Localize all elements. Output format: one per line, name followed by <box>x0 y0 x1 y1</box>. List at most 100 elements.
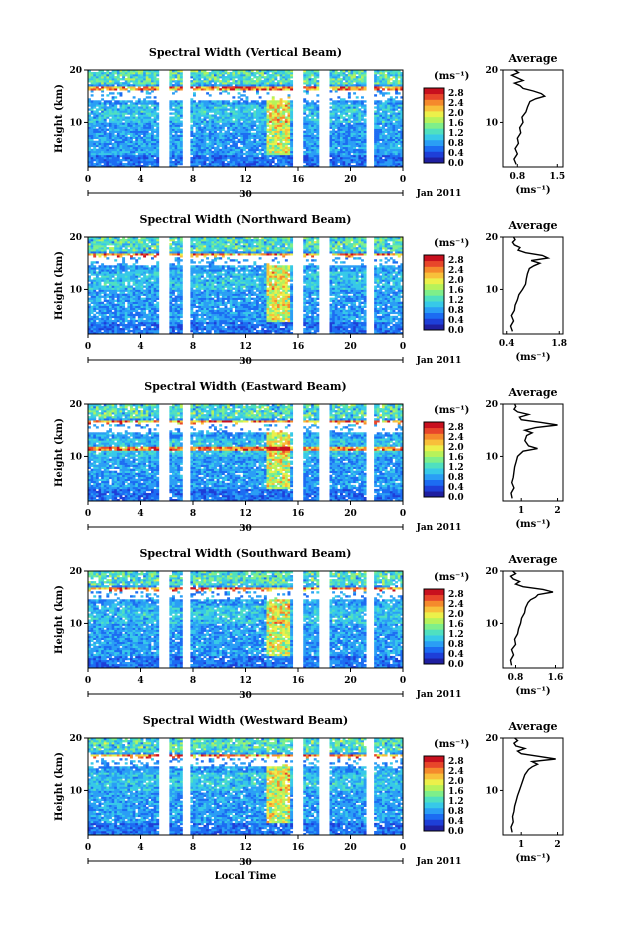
heatmap-cell <box>314 163 317 165</box>
heatmap-cell <box>387 127 390 129</box>
heatmap-cell <box>335 104 338 106</box>
heatmap-cell <box>106 312 109 314</box>
heatmap-cell <box>104 249 107 251</box>
heatmap-cell <box>246 161 249 163</box>
heatmap-cell <box>93 288 96 290</box>
heatmap-cell <box>387 92 390 94</box>
heatmap-cell <box>335 72 338 74</box>
heatmap-cell <box>141 149 144 151</box>
heatmap-cell <box>190 76 193 78</box>
heatmap-cell <box>204 88 207 90</box>
heatmap-cell <box>246 127 249 129</box>
heatmap-cell <box>117 294 120 296</box>
avg-x-tick-label: 0.8 <box>509 172 525 182</box>
heatmap-cell <box>141 129 144 131</box>
heatmap-cell <box>377 90 380 92</box>
heatmap-cell <box>398 121 401 123</box>
heatmap-cell <box>379 135 382 137</box>
heatmap-cell <box>379 155 382 157</box>
heatmap-cell <box>133 277 136 279</box>
heatmap-cell <box>99 78 102 80</box>
heatmap-cell <box>112 239 115 241</box>
heatmap-cell <box>104 106 107 108</box>
heatmap-cell <box>125 269 128 271</box>
heatmap-cell <box>361 82 364 84</box>
heatmap-cell <box>93 102 96 104</box>
heatmap-cell <box>361 161 364 163</box>
heatmap-cell <box>112 269 115 271</box>
heatmap-cell <box>280 114 283 116</box>
heatmap-cell <box>219 119 222 121</box>
heatmap-cell <box>177 104 180 106</box>
heatmap-cell <box>306 104 309 106</box>
heatmap-cell <box>209 108 212 110</box>
heatmap-cell <box>316 135 319 137</box>
heatmap-cell <box>374 84 377 86</box>
heatmap-cell <box>311 112 314 114</box>
heatmap-cell <box>316 149 319 151</box>
heatmap-cell <box>127 316 130 318</box>
heatmap-cell <box>259 127 262 129</box>
heatmap-cell <box>193 110 196 112</box>
heatmap-cell <box>285 121 288 123</box>
heatmap-cell <box>309 121 312 123</box>
heatmap-cell <box>238 102 241 104</box>
heatmap-cell <box>277 121 280 123</box>
heatmap-cell <box>106 133 109 135</box>
heatmap-cell <box>379 74 382 76</box>
heatmap-cell <box>385 143 388 145</box>
heatmap-cell <box>175 135 178 137</box>
heatmap-cell <box>374 133 377 135</box>
heatmap-cell <box>235 80 238 82</box>
heatmap-cell <box>246 121 249 123</box>
heatmap-cell <box>259 106 262 108</box>
heatmap-cell <box>127 147 130 149</box>
heatmap-cell <box>246 74 249 76</box>
heatmap-cell <box>280 157 283 159</box>
heatmap-cell <box>217 86 220 88</box>
heatmap-cell <box>122 245 125 247</box>
heatmap-cell <box>151 86 154 88</box>
heatmap-cell <box>91 94 94 96</box>
heatmap-cell <box>109 159 112 161</box>
heatmap-cell <box>364 131 367 133</box>
heatmap-cell <box>151 127 154 129</box>
heatmap-cell <box>133 265 136 267</box>
heatmap-cell <box>201 147 204 149</box>
heatmap-cell <box>106 139 109 141</box>
heatmap-cell <box>125 326 128 328</box>
heatmap-cell <box>393 72 396 74</box>
heatmap-cell <box>130 135 133 137</box>
heatmap-cell <box>398 143 401 145</box>
heatmap-cell <box>114 96 117 98</box>
heatmap-cell <box>196 121 199 123</box>
heatmap-cell <box>269 112 272 114</box>
heatmap-cell <box>117 324 120 326</box>
heatmap-cell <box>214 151 217 153</box>
heatmap-cell <box>385 76 388 78</box>
heatmap-cell <box>206 92 209 94</box>
heatmap-cell <box>235 127 238 129</box>
heatmap-cell <box>272 155 275 157</box>
heatmap-cell <box>214 137 217 139</box>
heatmap-cell <box>382 127 385 129</box>
heatmap-cell <box>379 86 382 88</box>
heatmap-cell <box>374 94 377 96</box>
heatmap-cell <box>358 131 361 133</box>
heatmap-cell <box>395 123 398 125</box>
heatmap-cell <box>337 88 340 90</box>
heatmap-cell <box>117 320 120 322</box>
heatmap-cell <box>277 114 280 116</box>
heatmap-cell <box>122 322 125 324</box>
heatmap-cell <box>122 151 125 153</box>
heatmap-cell <box>125 74 128 76</box>
heatmap-cell <box>306 143 309 145</box>
heatmap-cell <box>269 133 272 135</box>
heatmap-cell <box>125 163 128 165</box>
heatmap-cell <box>335 116 338 118</box>
heatmap-cell <box>358 104 361 106</box>
heatmap-cell <box>393 112 396 114</box>
heatmap-cell <box>120 306 123 308</box>
heatmap-cell <box>211 121 214 123</box>
heatmap-cell <box>125 320 128 322</box>
